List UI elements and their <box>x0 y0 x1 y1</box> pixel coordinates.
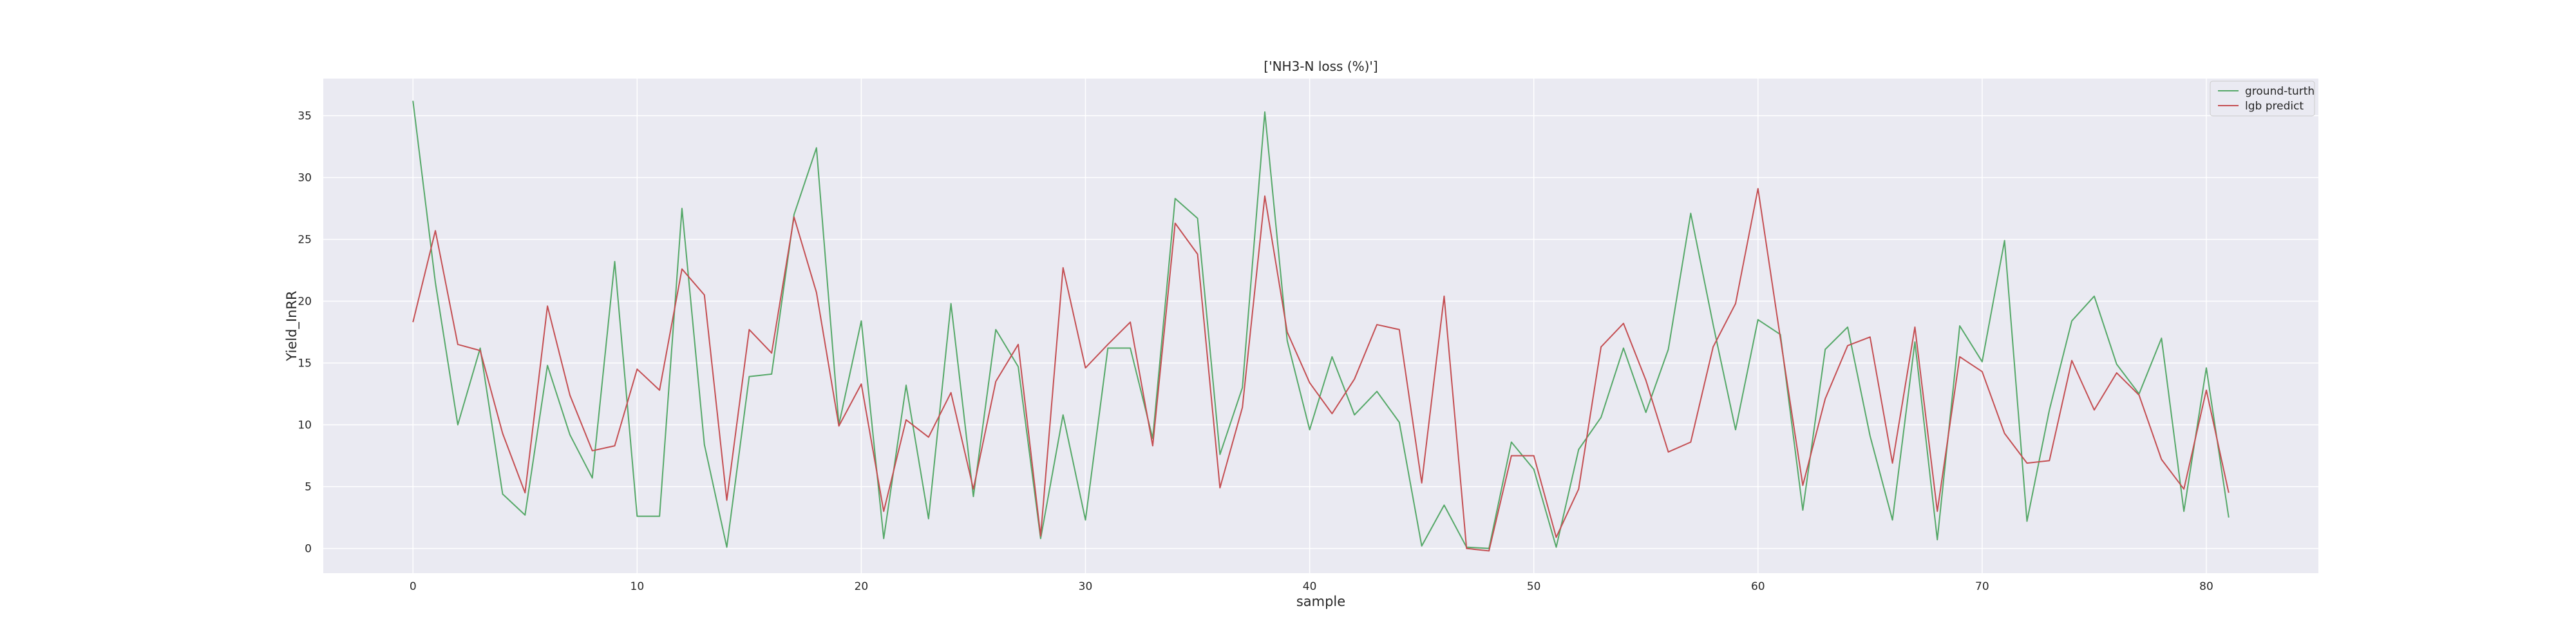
y-tick-label: 25 <box>298 234 312 247</box>
x-tick-label: 0 <box>410 580 417 593</box>
legend: ground-turth lgb predict <box>2210 80 2315 117</box>
series-line-ground-truth <box>412 100 2230 549</box>
y-tick-label: 10 <box>298 419 312 432</box>
x-tick-label: 40 <box>1303 580 1317 593</box>
tick-labels: 0 5 10 15 20 25 30 35 0 10 20 30 40 50 60 70 80 <box>298 110 2213 593</box>
y-tick-label: 15 <box>298 357 312 370</box>
y-tick-label: 0 <box>305 543 312 556</box>
y-tick-label: 5 <box>305 481 312 494</box>
x-tick-label: 30 <box>1079 580 1093 593</box>
x-tick-label: 70 <box>1975 580 1989 593</box>
x-tick-label: 10 <box>630 580 645 593</box>
plot-background <box>323 79 2318 573</box>
y-tick-label: 20 <box>298 296 312 308</box>
y-tick-label: 30 <box>298 172 312 185</box>
y-tick-label: 35 <box>298 110 312 123</box>
legend-label-lgb-predict: lgb predict <box>2245 100 2304 113</box>
legend-label-ground-truth: ground-turth <box>2245 85 2315 98</box>
series-line-lgb-predict <box>412 187 2230 552</box>
x-tick-label: 60 <box>1751 580 1765 593</box>
grid <box>323 79 2318 573</box>
x-tick-label: 20 <box>855 580 869 593</box>
series-lines <box>412 100 2230 552</box>
legend-box <box>2210 80 2315 117</box>
chart-title: ['NH3-N loss (%)'] <box>1264 59 1378 74</box>
x-axis-label: sample <box>1296 594 1345 609</box>
x-tick-label: 50 <box>1527 580 1541 593</box>
x-tick-label: 80 <box>2199 580 2213 593</box>
y-axis-label: Yield_InRR <box>284 290 300 361</box>
